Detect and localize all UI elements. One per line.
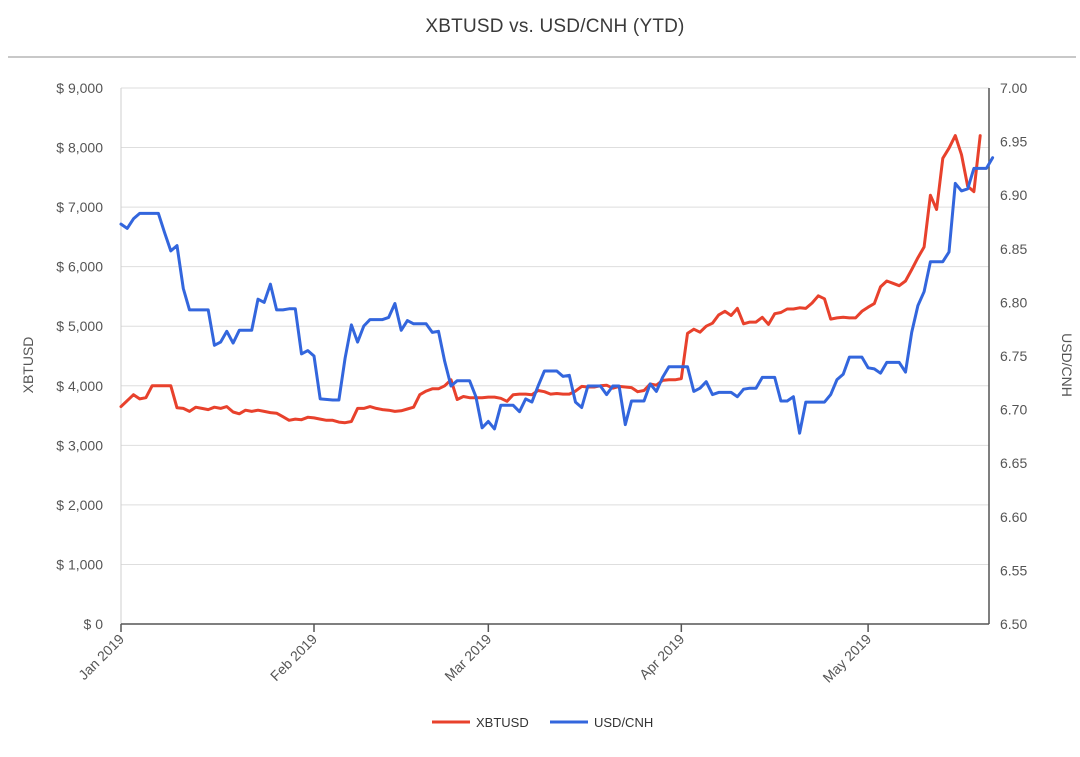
x-tick-label: Jan 2019 xyxy=(75,631,127,683)
tick-labels: $ 0 $ 1,000 $ 2,000 $ 3,000 $ 4,000 $ 5,000 $ … xyxy=(56,80,1027,686)
series-line-xbtusd xyxy=(119,134,982,425)
y-left-tick-label: $ 8,000 xyxy=(56,140,103,156)
legend: XBTUSD USD/CNH xyxy=(432,715,653,730)
x-tick-label: Apr 2019 xyxy=(636,631,688,683)
y-right-tick-label: 6.65 xyxy=(1000,455,1027,471)
x-tick-label: Mar 2019 xyxy=(441,631,494,684)
y-left-tick-label: $ 1,000 xyxy=(56,556,103,572)
y-left-tick-label: $ 5,000 xyxy=(56,318,103,334)
legend-label-xbtusd: XBTUSD xyxy=(476,715,529,730)
y-left-tick-label: $ 0 xyxy=(84,616,104,632)
series-layer xyxy=(119,134,995,435)
y-right-tick-label: 7.00 xyxy=(1000,80,1027,96)
x-tick-label: Feb 2019 xyxy=(267,631,320,684)
y-right-tick-label: 6.55 xyxy=(1000,562,1027,578)
y-left-tick-label: $ 9,000 xyxy=(56,80,103,96)
y-right-tick-label: 6.90 xyxy=(1000,187,1027,203)
legend-item-usdcnh[interactable]: USD/CNH xyxy=(550,715,653,730)
y-left-tick-label: $ 7,000 xyxy=(56,199,103,215)
y-right-tick-label: 6.50 xyxy=(1000,616,1027,632)
x-tick-label: May 2019 xyxy=(819,631,874,686)
legend-label-usdcnh: USD/CNH xyxy=(594,715,653,730)
y-right-tick-label: 6.60 xyxy=(1000,509,1027,525)
axes xyxy=(120,88,990,632)
y-axis-left-title: XBTUSD xyxy=(20,337,36,394)
title-divider xyxy=(8,56,1076,58)
y-right-tick-label: 6.80 xyxy=(1000,294,1027,310)
y-right-tick-label: 6.95 xyxy=(1000,134,1027,150)
y-right-tick-label: 6.75 xyxy=(1000,348,1027,364)
series-line-usdcnh xyxy=(119,156,995,435)
y-right-tick-label: 6.70 xyxy=(1000,402,1027,418)
gridlines xyxy=(121,87,989,565)
chart-title: XBTUSD vs. USD/CNH (YTD) xyxy=(425,16,685,37)
y-left-tick-label: $ 6,000 xyxy=(56,259,103,275)
legend-item-xbtusd[interactable]: XBTUSD xyxy=(432,715,529,730)
y-axis-right-title: USD/CNH xyxy=(1059,333,1075,397)
y-right-tick-label: 6.85 xyxy=(1000,241,1027,257)
y-left-tick-label: $ 4,000 xyxy=(56,378,103,394)
y-left-tick-label: $ 3,000 xyxy=(56,437,103,453)
y-left-tick-label: $ 2,000 xyxy=(56,497,103,513)
